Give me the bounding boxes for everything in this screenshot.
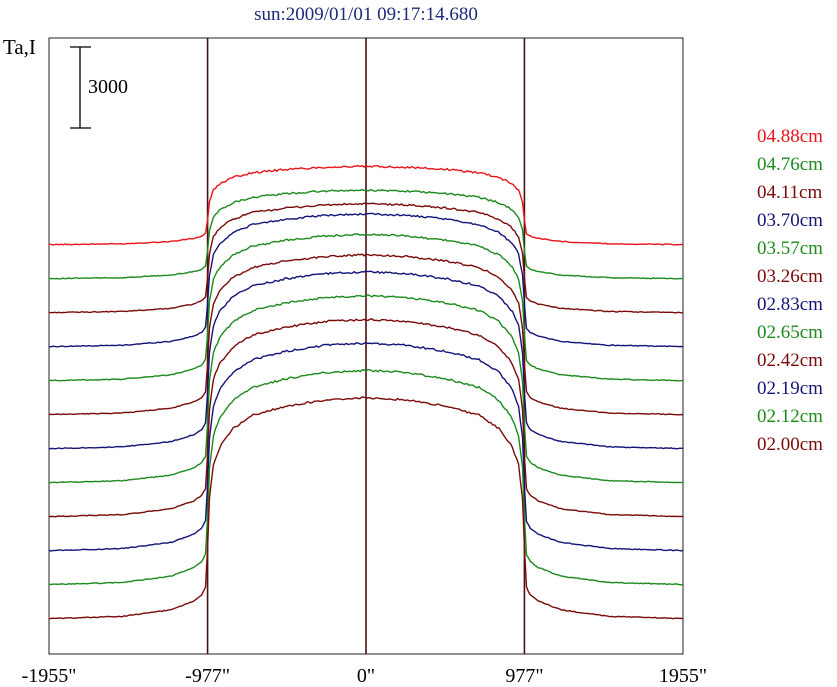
series-line-02.00cm (48, 396, 684, 620)
legend-entry-02.83cm: 02.83cm (757, 294, 823, 315)
series-layer (48, 164, 684, 620)
scale-bar-label: 3000 (88, 76, 128, 98)
series-line-02.12cm (48, 368, 684, 586)
legend-entry-02.65cm: 02.65cm (757, 322, 823, 343)
series-line-04.88cm (48, 164, 684, 246)
series-line-02.83cm (48, 270, 684, 450)
legend-entry-03.26cm: 03.26cm (757, 266, 823, 287)
x-tick-labels: -1955" -977" 0" 977" 1955" (22, 665, 708, 687)
scale-bar: 3000 (70, 46, 128, 129)
chart-title: sun:2009/01/01 09:17:14.680 (254, 4, 478, 25)
legend-entry-03.57cm: 03.57cm (757, 238, 823, 259)
legend-entry-04.88cm: 04.88cm (757, 126, 823, 147)
legend-entry-02.00cm: 02.00cm (757, 434, 823, 455)
series-line-04.76cm (48, 188, 684, 280)
x-tick-label-1: -977" (185, 665, 230, 687)
legend: 04.88cm 04.76cm 04.11cm 03.70cm 03.57cm 03.26… (757, 126, 823, 455)
series-line-02.42cm (48, 318, 684, 518)
series-line-03.70cm (48, 212, 684, 348)
x-tick-label-3: 977" (505, 665, 543, 687)
x-tick-label-2: 0" (357, 665, 375, 687)
legend-entry-02.12cm: 02.12cm (757, 406, 823, 427)
legend-entry-04.11cm: 04.11cm (757, 182, 822, 203)
legend-entry-04.76cm: 04.76cm (757, 154, 823, 175)
series-line-04.11cm (49, 202, 684, 314)
x-tick-label-4: 1955" (659, 665, 707, 687)
x-tick-label-0: -1955" (22, 665, 77, 687)
series-line-03.57cm (48, 233, 684, 382)
series-line-03.26cm (48, 253, 684, 416)
y-axis-label: Ta,I (3, 35, 36, 59)
legend-entry-03.70cm: 03.70cm (757, 210, 823, 231)
vertical-markers (206, 38, 526, 654)
legend-entry-02.19cm: 02.19cm (757, 378, 823, 399)
legend-entry-02.42cm: 02.42cm (757, 350, 823, 371)
series-line-02.65cm (48, 294, 684, 484)
series-line-02.19cm (48, 341, 684, 552)
